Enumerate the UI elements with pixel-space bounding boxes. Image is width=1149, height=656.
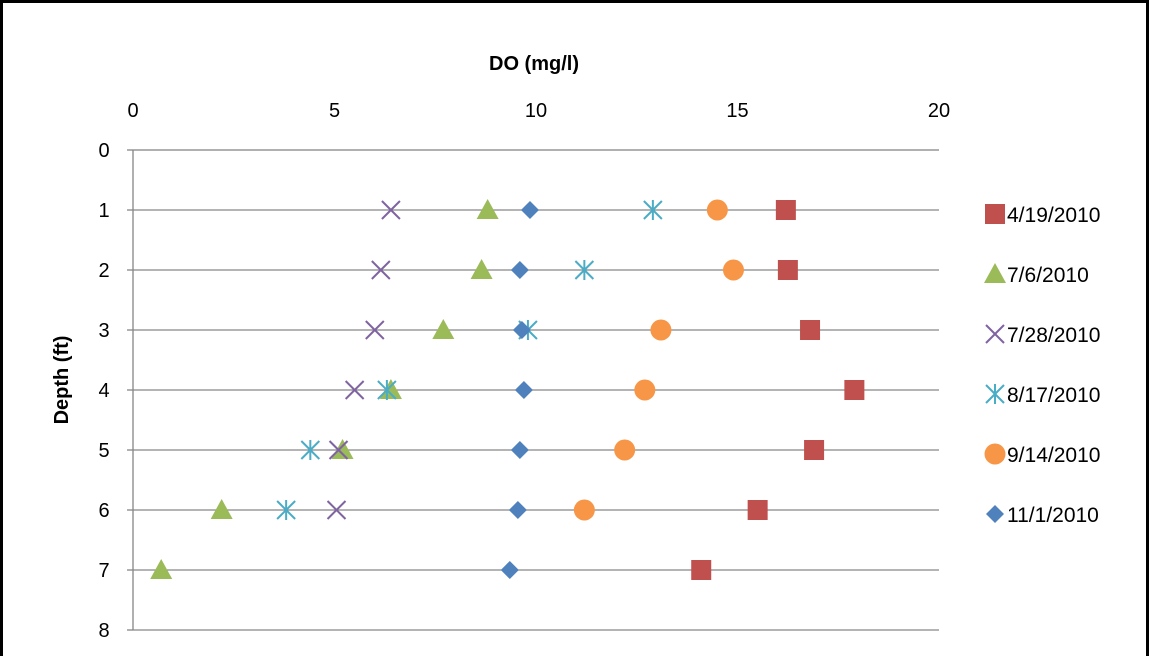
data-point-triangle	[470, 259, 493, 279]
data-point-circle	[650, 319, 672, 341]
axis-layer: 0 1 2 3 4 5 6 7 8 0 5 10 15 20	[98, 100, 950, 642]
legend-entry: 9/14/2010	[984, 443, 1100, 467]
data-point-x	[365, 320, 385, 340]
data-point-triangle	[476, 199, 499, 219]
x-axis-title: DO (mg/l)	[489, 53, 579, 75]
data-point-star	[377, 380, 397, 400]
data-point-x	[326, 500, 347, 520]
data-point-star	[643, 200, 663, 220]
series-triangle-group	[150, 199, 499, 579]
legend-marker-star	[985, 384, 1005, 404]
legend-label: 9/14/2010	[1007, 444, 1100, 467]
y-tick-label: 4	[98, 380, 109, 402]
y-tick-label: 0	[98, 140, 109, 162]
data-point-triangle	[150, 559, 173, 579]
data-point-triangle	[210, 499, 233, 519]
y-tick-label: 8	[98, 620, 109, 642]
data-point-triangle	[432, 319, 455, 339]
y-tick-label: 6	[98, 500, 109, 522]
legend-marker-circle	[984, 443, 1006, 465]
y-tick-label: 5	[98, 440, 109, 462]
data-point-diamond	[520, 201, 539, 219]
legend-label: 8/17/2010	[1007, 384, 1100, 407]
x-tick-label: 20	[928, 100, 950, 122]
legend-label: 4/19/2010	[1007, 204, 1100, 227]
data-point-diamond	[510, 441, 529, 459]
data-point-circle	[573, 499, 595, 521]
legend-entry: 11/1/2010	[986, 504, 1099, 527]
data-point-circle	[706, 199, 728, 221]
x-tick-label: 10	[525, 100, 547, 122]
data-point-diamond	[512, 321, 531, 339]
data-point-square	[691, 560, 712, 580]
data-point-star	[276, 500, 296, 520]
marks-layer	[150, 199, 865, 580]
y-tick-label: 1	[98, 200, 109, 222]
x-stroke	[326, 500, 347, 520]
series-circle-group	[573, 199, 744, 521]
data-point-star	[300, 440, 321, 460]
data-point-square	[747, 500, 768, 520]
data-point-diamond	[500, 561, 519, 579]
legend-marker-triangle	[984, 263, 1006, 283]
data-point-square	[775, 200, 796, 220]
x-stroke	[365, 320, 385, 340]
data-point-x	[371, 260, 391, 280]
data-point-x	[344, 380, 365, 400]
x-stroke	[371, 260, 391, 280]
series-square-group	[691, 200, 865, 580]
x-tick-label: 0	[127, 100, 138, 122]
x-tick-label: 5	[329, 100, 340, 122]
data-point-triangle	[379, 379, 402, 399]
x-tick-label: 15	[726, 100, 748, 122]
x-stroke	[985, 324, 1005, 344]
y-axis-title: Depth (ft)	[51, 336, 73, 425]
data-point-square	[800, 320, 821, 340]
data-point-diamond	[510, 261, 529, 279]
legend-label: 7/6/2010	[1007, 264, 1089, 287]
data-point-star	[574, 260, 595, 280]
data-point-triangle	[331, 439, 354, 459]
legend-label: 7/28/2010	[1007, 324, 1100, 347]
data-point-square	[844, 380, 865, 400]
data-point-circle	[614, 439, 636, 461]
data-point-circle	[722, 259, 744, 281]
legend-entry: 7/6/2010	[984, 263, 1089, 287]
data-point-diamond	[514, 381, 533, 399]
legend-marker-diamond	[986, 505, 1004, 523]
x-stroke	[328, 440, 349, 460]
series-x-group	[326, 200, 401, 520]
y-tick-label: 7	[98, 560, 109, 582]
legend-entry: 7/28/2010	[985, 324, 1100, 347]
data-point-square	[777, 260, 798, 280]
legend-marker-x	[985, 324, 1005, 344]
legend-entry: 8/17/2010	[985, 384, 1100, 407]
data-point-x	[381, 200, 401, 220]
legend-label: 11/1/2010	[1007, 504, 1099, 527]
data-point-diamond	[508, 501, 527, 519]
data-point-square	[804, 440, 825, 460]
y-tick-label: 2	[98, 260, 109, 282]
data-point-circle	[634, 379, 656, 401]
y-tick-label: 3	[98, 320, 109, 342]
data-point-x	[328, 440, 349, 460]
legend-marker-square	[985, 204, 1005, 224]
x-stroke	[344, 380, 365, 400]
grid-layer	[133, 149, 939, 631]
legend-entry: 4/19/2010	[985, 204, 1100, 227]
legend-layer: 4/19/2010 7/6/2010 7/28/2010 8/17/2010 9/14/…	[984, 204, 1100, 527]
series-star-group	[276, 200, 663, 520]
series-diamond-group	[500, 201, 539, 579]
x-stroke	[381, 200, 401, 220]
